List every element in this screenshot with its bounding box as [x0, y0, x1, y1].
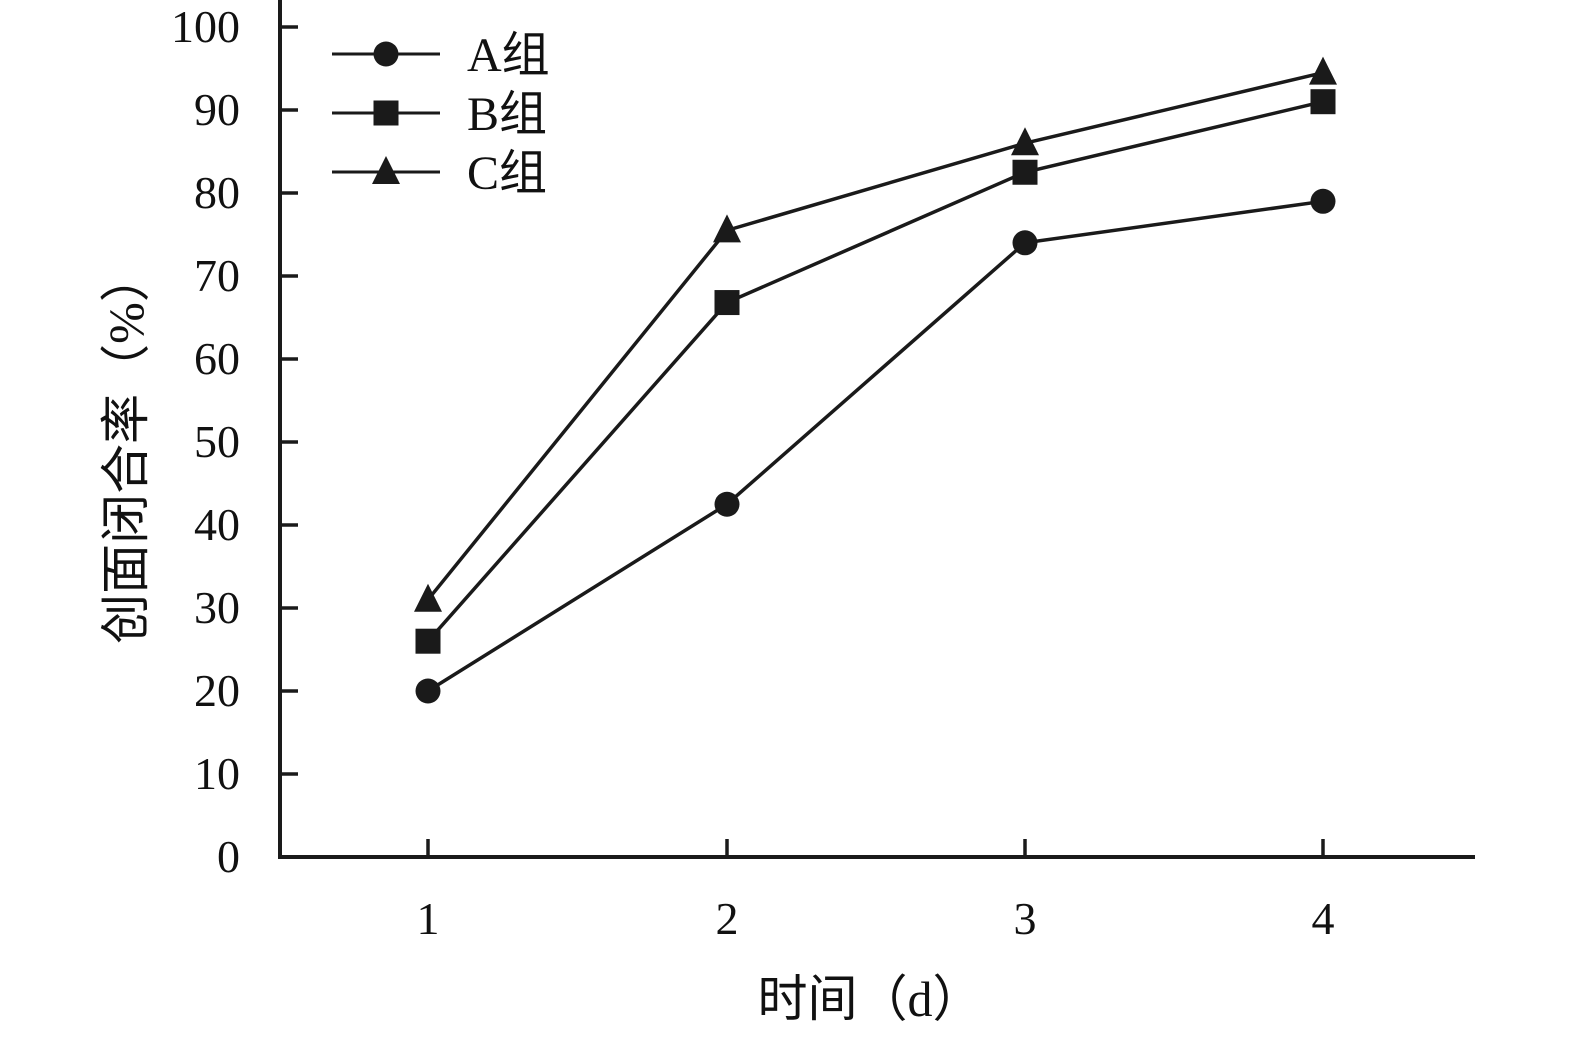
- x-axis-label: 时间（d）: [758, 971, 983, 1027]
- data-point: [713, 214, 741, 243]
- data-point: [714, 491, 740, 517]
- data-point: [1012, 159, 1038, 185]
- y-axis-label: 创面闭合率（%）: [98, 252, 154, 644]
- data-point: [714, 290, 740, 316]
- data-point: [1309, 56, 1337, 85]
- y-tick-label: 10: [194, 748, 240, 799]
- y-tick-label: 80: [194, 167, 240, 218]
- series-3: [414, 56, 1337, 612]
- y-tick-label: 50: [194, 416, 240, 467]
- data-point: [1012, 230, 1038, 256]
- series-2: [415, 89, 1336, 654]
- legend-marker: [372, 156, 400, 184]
- legend: A组 B组 C组: [332, 29, 550, 200]
- data-point: [1310, 188, 1336, 214]
- y-tick-label: 30: [194, 582, 240, 633]
- x-tick-label: 2: [716, 893, 739, 944]
- series-group: [414, 56, 1337, 704]
- data-point: [415, 678, 441, 704]
- data-point: [415, 628, 441, 654]
- legend-item: B组: [332, 88, 547, 141]
- x-tick-label: 3: [1014, 893, 1037, 944]
- series-line: [426, 99, 1324, 643]
- legend-label: B组: [467, 88, 547, 141]
- x-tick-label: 1: [417, 893, 440, 944]
- y-tick-label: 70: [194, 250, 240, 301]
- series-line: [427, 199, 1324, 693]
- y-tick-label: 90: [194, 84, 240, 135]
- y-tick-label: 20: [194, 665, 240, 716]
- axes: [278, 0, 1475, 859]
- legend-marker: [373, 100, 399, 126]
- y-tick-label: 60: [194, 333, 240, 384]
- x-axis-ticks: 1 2 3 4: [417, 839, 1335, 944]
- y-tick-label: 40: [194, 499, 240, 550]
- y-axis-ticks: 0 10 20 30 40 50 60 70 80 90 100: [171, 1, 298, 882]
- legend-item: A组: [332, 29, 550, 82]
- series-1: [415, 188, 1336, 704]
- series-line: [426, 70, 1324, 601]
- y-tick-label: 0: [217, 831, 240, 882]
- legend-label: A组: [467, 29, 550, 82]
- legend-marker: [373, 41, 399, 67]
- data-point: [1011, 127, 1039, 156]
- data-point: [1310, 89, 1336, 115]
- data-point: [414, 583, 442, 612]
- legend-label: C组: [467, 147, 547, 200]
- legend-item: C组: [332, 147, 547, 200]
- y-tick-label: 100: [171, 1, 240, 52]
- x-tick-label: 4: [1312, 893, 1335, 944]
